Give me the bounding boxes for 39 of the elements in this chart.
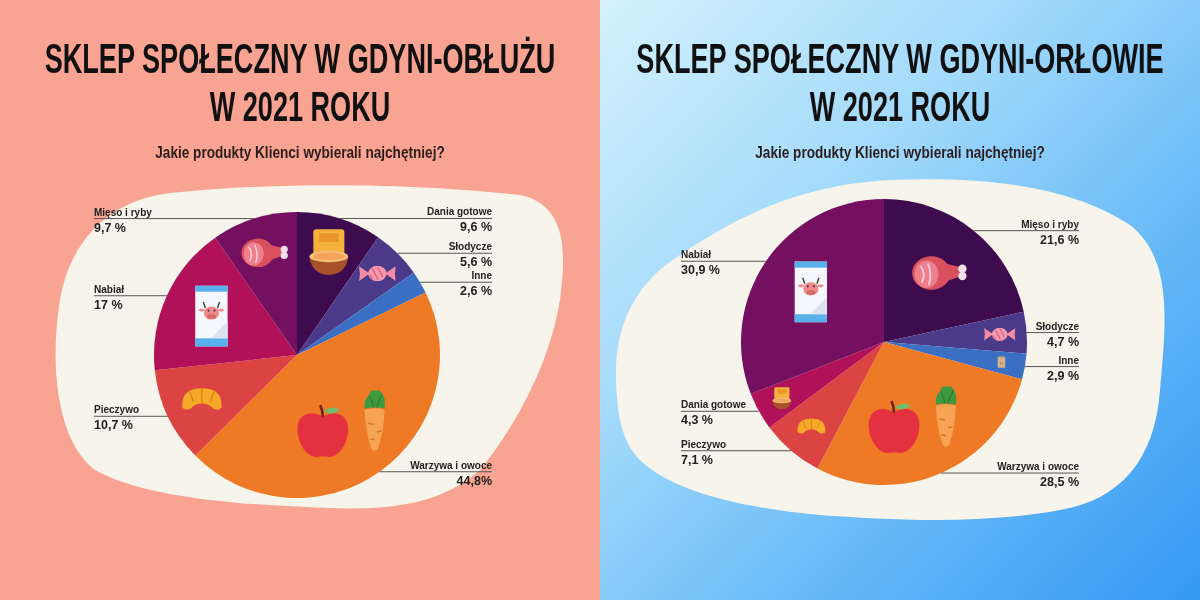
slice-label: Pieczywo (681, 438, 727, 450)
slice-label: Słodycze (1035, 320, 1080, 332)
slice-label: Inne (1058, 354, 1080, 366)
data-label: 21,6 % (1040, 232, 1079, 247)
slice-label: Nabiał (94, 283, 125, 295)
chart-title: SKLEP SPOŁECZNY W GDYNI-ORŁOWIE W 2021 ROKU (635, 34, 1165, 130)
pie-slice (154, 355, 297, 456)
data-label: 2,6 % (460, 284, 492, 299)
pie-slice (884, 199, 1024, 342)
pie-slice (884, 342, 1027, 380)
pie-slice (884, 311, 1027, 354)
slice-label: Słodycze (448, 241, 493, 253)
data-label: 5,6 % (460, 255, 492, 270)
data-label: 9,6 % (460, 220, 492, 235)
data-label: 4,3 % (681, 413, 713, 428)
slice-label: Dania gotowe (681, 399, 747, 411)
pie-slice (741, 199, 884, 394)
slice-label: Dania gotowe (426, 206, 493, 218)
slice-label: Warzywa i owoce (410, 459, 493, 471)
data-label: 9,7 % (94, 220, 126, 235)
data-label: 17 % (94, 297, 123, 312)
slice-label: Pieczywo (94, 404, 140, 416)
chart-subtitle: Jakie produkty Klienci wybierali najchętniej? (154, 143, 446, 163)
slice-label: Warzywa i owoce (997, 461, 1080, 473)
data-label: 4,7 % (1047, 334, 1079, 349)
pie-slice (769, 342, 884, 469)
slice-label: Inne (471, 270, 493, 282)
data-label: 7,1 % (681, 452, 713, 467)
slice-label: Mięso i ryby (1021, 218, 1080, 230)
slice-label: Mięso i ryby (94, 206, 153, 218)
data-label: 2,9 % (1047, 368, 1079, 383)
data-label: 44,8% (456, 473, 492, 488)
data-label: 28,5 % (1040, 475, 1079, 490)
slice-label: Nabiał (681, 249, 712, 261)
chart-subtitle: Jakie produkty Klienci wybierali najchętniej? (754, 143, 1046, 163)
chart-title: SKLEP SPOŁECZNY W GDYNI-OBŁUŻU W 2021 ROKU (43, 34, 557, 130)
data-label: 30,9 % (681, 263, 720, 278)
data-label: 10,7 % (94, 418, 133, 433)
pie-slice (297, 272, 426, 355)
